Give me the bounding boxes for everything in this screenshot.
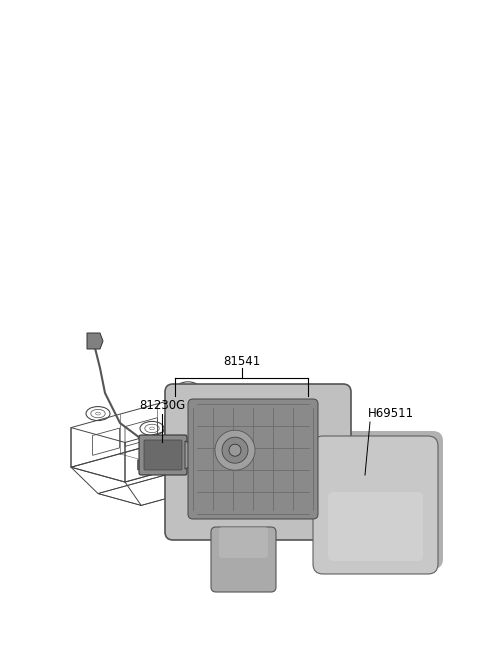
Polygon shape — [215, 430, 255, 470]
Polygon shape — [222, 437, 248, 463]
Polygon shape — [138, 460, 139, 470]
FancyBboxPatch shape — [211, 527, 276, 592]
FancyBboxPatch shape — [139, 435, 187, 475]
Polygon shape — [87, 333, 103, 349]
FancyBboxPatch shape — [144, 440, 182, 470]
FancyBboxPatch shape — [318, 431, 443, 569]
FancyBboxPatch shape — [328, 492, 423, 561]
Text: H69511: H69511 — [368, 407, 414, 420]
Polygon shape — [229, 444, 241, 456]
FancyBboxPatch shape — [165, 384, 351, 540]
FancyBboxPatch shape — [313, 436, 438, 574]
FancyBboxPatch shape — [219, 527, 268, 558]
Polygon shape — [185, 441, 193, 469]
FancyBboxPatch shape — [188, 399, 318, 519]
Text: 81230G: 81230G — [139, 399, 185, 412]
Text: 81541: 81541 — [223, 355, 261, 368]
